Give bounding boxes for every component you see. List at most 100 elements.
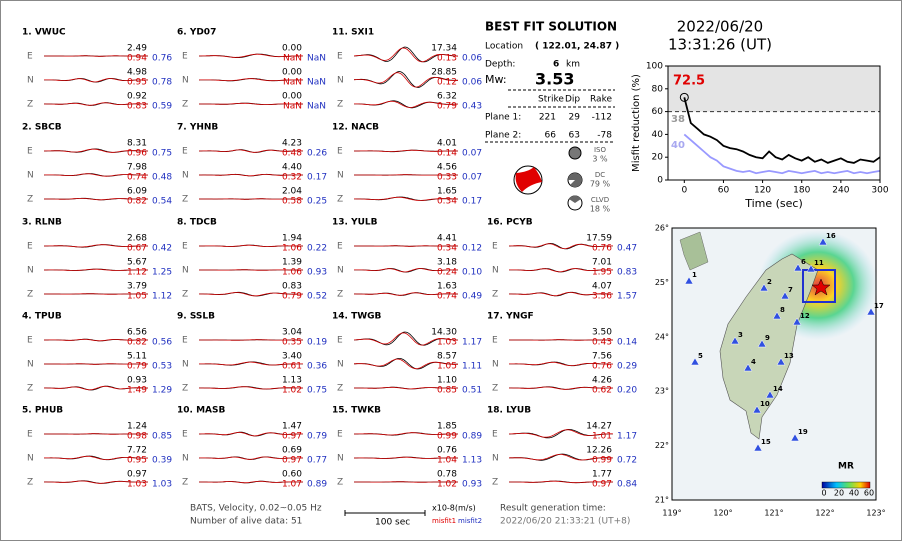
amplitude: 0.76 [437, 446, 457, 456]
amplitude: 0.00 [282, 44, 302, 54]
misfit1: 1.05 [127, 292, 147, 302]
clvd-icon [568, 196, 582, 210]
amplitude: 7.01 [592, 258, 612, 268]
amplitude: 4.98 [127, 68, 147, 78]
station-number: 5 [698, 352, 703, 360]
mt-percent: 18 % [590, 205, 611, 214]
station-number: 2 [767, 278, 772, 286]
mt-component: CLVD [591, 196, 609, 204]
component: E [337, 430, 343, 440]
misfit1: 1.12 [127, 268, 147, 278]
misfit2: 1.03 [152, 480, 172, 490]
plane-label: Plane 2: [485, 131, 521, 141]
station-name: 18. LYUB [487, 406, 531, 416]
footer-source: BATS, Velocity, 0.02~0.05 Hz [190, 504, 322, 514]
amplitude: 8.57 [437, 352, 457, 362]
misfit1: 0.33 [437, 173, 457, 183]
colorbar-title: MR [838, 462, 854, 472]
misfit2: 0.29 [617, 362, 637, 372]
misfit1: 0.74 [437, 292, 457, 302]
series-label: 38 [671, 114, 685, 125]
plane-value: -78 [597, 131, 612, 141]
amplitude: 4.26 [592, 376, 612, 386]
mw-label: Mw: [485, 73, 507, 86]
misfit2: 0.52 [307, 292, 327, 302]
plane-value: 63 [569, 131, 580, 141]
component: E [337, 242, 343, 252]
component: E [27, 52, 33, 62]
amplitude: 2.49 [127, 44, 147, 54]
misfit2: 0.84 [617, 480, 637, 490]
misfit2: 0.75 [307, 386, 327, 396]
station-name: 12. NACB [332, 123, 379, 133]
component: Z [27, 478, 33, 488]
misfit1: 0.35 [282, 338, 302, 348]
header: Strike [538, 95, 564, 105]
misfit1: 0.76 [592, 244, 612, 254]
misfit1: 0.32 [282, 173, 302, 183]
lon-label: 123° [866, 509, 885, 518]
station-name: 14. TWGB [332, 312, 382, 322]
station-number: 3 [738, 331, 743, 339]
misfit2: 0.39 [152, 456, 172, 466]
y-tick-label: 100 [646, 62, 663, 72]
amplitude: 2.68 [127, 234, 147, 244]
misfit2: 0.77 [307, 456, 327, 466]
amplitude: 6.56 [127, 328, 147, 338]
component: Z [492, 290, 498, 300]
component: N [337, 454, 344, 464]
misfit2: 1.17 [462, 338, 482, 348]
misfit1: 0.61 [282, 362, 302, 372]
footer-alive: Number of alive data: 51 [190, 517, 302, 527]
lon-label: 120° [713, 509, 732, 518]
series-label: 40 [671, 140, 685, 151]
misfit2: 1.13 [462, 456, 482, 466]
plane-value: 29 [569, 113, 581, 123]
misfit2: 0.47 [617, 244, 637, 254]
amplitude: 17.34 [431, 44, 457, 54]
amplitude: 4.07 [592, 282, 612, 292]
amplitude: 0.00 [282, 92, 302, 102]
misfit2: 0.49 [462, 292, 482, 302]
x-tick-label: 60 [718, 186, 730, 196]
x-tick-label: 300 [871, 186, 888, 196]
amplitude: 3.40 [282, 352, 302, 362]
misfit2: 1.25 [152, 268, 172, 278]
amplitude: 14.27 [586, 422, 612, 432]
amplitude: 28.85 [431, 68, 457, 78]
component: N [492, 454, 499, 464]
plane-label: Plane 1: [485, 113, 521, 123]
station-name: 6. YD07 [177, 28, 216, 38]
amplitude: 8.31 [127, 139, 147, 149]
misfit1: 1.95 [592, 268, 612, 278]
mt-percent: 79 % [590, 180, 611, 189]
gen-time: 2022/06/20 21:33:21 (UT+8) [500, 517, 630, 527]
station-number: 19 [798, 428, 808, 436]
mw: 3.53 [535, 70, 574, 89]
misfit2: 0.10 [462, 268, 482, 278]
misfit2: 0.19 [307, 338, 327, 348]
lat-label: 24° [655, 332, 669, 341]
location: ( 122.01, 24.87 ) [535, 42, 619, 52]
beachball [514, 166, 542, 194]
gen-label: Result generation time: [500, 504, 606, 514]
component: Z [337, 384, 343, 394]
misfit1: 3.56 [592, 292, 612, 302]
misfit1: 1.04 [437, 456, 457, 466]
amplitude: 3.04 [282, 328, 302, 338]
component: N [337, 360, 344, 370]
y-tick-label: 60 [652, 107, 664, 117]
station-number: 15 [761, 438, 771, 446]
amplitude: 7.56 [592, 352, 612, 362]
y-tick-label: 0 [657, 176, 663, 186]
lon-label: 122° [815, 509, 834, 518]
misfit2-key: misfit2 [458, 517, 482, 525]
station-number: 14 [773, 385, 783, 393]
misfit2: 0.89 [307, 480, 327, 490]
station-number: 16 [826, 232, 836, 240]
amplitude: 0.78 [437, 470, 457, 480]
component: E [337, 52, 343, 62]
misfit1: 0.95 [127, 456, 147, 466]
component: E [337, 336, 343, 346]
